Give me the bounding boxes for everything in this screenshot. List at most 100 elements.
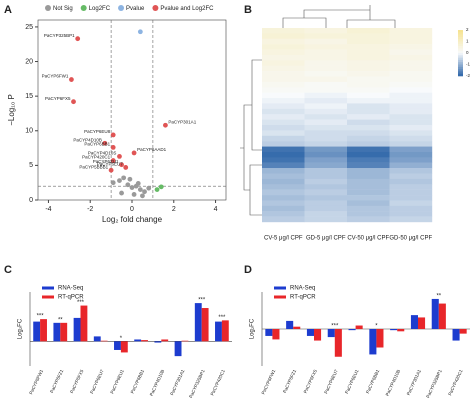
y-tick-label: 15 [25,93,33,100]
heatmap-cell [304,125,348,131]
bar [452,329,460,341]
heatmap-cell [347,92,390,99]
point [140,193,145,199]
heatmap-cell [389,211,433,217]
point [102,140,108,146]
heatmap-cell [347,98,390,104]
y-tick-label: 25 [25,24,33,31]
heatmap-cell [389,38,433,45]
heatmap-cell [347,49,390,56]
heatmap-cell [304,108,348,115]
panel-label: B [244,4,252,16]
colorbar-label: 1 [466,39,469,44]
heatmap-cell [304,200,348,207]
legend-swatch [152,5,159,11]
bar [376,329,384,348]
heatmap-cell [347,211,390,217]
heatmap-cell [389,200,433,207]
heatmap-cell [389,44,433,50]
x-tick-label: PaCYP6EU7 [323,368,339,394]
heatmap-cell [304,184,348,190]
point-label: PaCYP6EU7 [97,162,124,167]
significance: * [120,336,123,342]
heatmap-cell [389,173,433,180]
heatmap-cell [347,173,390,180]
x-tick-label: -2 [87,206,93,213]
heatmap-cell [347,205,390,212]
legend-swatch [42,286,54,290]
heatmap-cell [262,81,305,88]
heatmap-cell [262,54,305,61]
x-tick-label: PaCYP6FX5 [69,368,85,394]
heatmap-cell [389,71,433,77]
heatmap-cell [389,119,433,126]
heatmap-cell [304,211,348,217]
heatmap-cell [304,205,348,212]
heatmap-cell [304,141,348,147]
bar [293,326,301,329]
heatmap-cell [262,33,305,39]
heatmap-cell [262,130,305,136]
colorbar-step [458,62,463,65]
heatmap-cell [389,87,433,93]
heatmap-cell [262,211,305,217]
heatmap-cell [304,130,348,136]
bar [134,339,142,342]
heatmap-cell [262,200,305,207]
bar [348,329,356,331]
bar [221,320,229,342]
heatmap-cell [304,98,348,104]
point [154,187,160,193]
bar [73,317,81,342]
heatmap-cell [389,33,433,39]
heatmap-cell [389,141,433,147]
point [125,182,131,188]
colorbar-step [458,71,463,74]
x-tick-label: PaCYP6FZ1 [282,368,297,393]
x-tick-label: PaCYP6BB1 [365,368,381,394]
significance: *** [331,324,339,330]
bar [327,329,335,338]
heatmap-cell [389,81,433,88]
bar [334,329,342,357]
legend-label: Pvalue [126,6,145,12]
bar [397,329,405,332]
heatmap-cell [389,60,433,66]
colorbar-step [458,48,463,51]
heatmap-cell [262,98,305,104]
heatmap-cell [389,216,433,223]
heatmap-cell [262,151,305,158]
point [137,29,143,35]
heatmap-cell [262,168,305,174]
point [117,153,122,159]
heatmap-cell [262,141,305,147]
x-tick-label: PaCYP4D10B [385,369,402,397]
heatmap-cell [262,71,305,77]
point-label: PaCYP420C1 [82,155,111,160]
bar [265,329,273,336]
heatmap-cell [304,103,348,110]
heatmap-cell [304,60,348,66]
heatmap-cell [304,38,348,45]
colorbar-step [458,41,463,45]
heatmap-cell [347,162,390,169]
x-tick-label: -4 [45,206,51,213]
x-tick-label: PaCYP420C1 [210,368,227,396]
heatmap-cell [304,65,348,72]
bar [80,305,88,342]
point [137,187,143,193]
heatmap-cell [304,135,348,142]
heatmap-cell [389,65,433,72]
point [75,36,81,42]
point-label: PaCYP6ZU1 [93,159,119,164]
heatmap-cell [304,28,348,34]
point-label: PaCYP6FX5 [45,96,71,101]
x-tick-label: PaCYP6EU1 [109,368,125,394]
legend-label: Pvalue and Log2FC [160,6,214,12]
heatmap-cell [304,178,348,185]
heatmap-cell [389,125,433,131]
point [69,77,74,82]
y-tick-label: 0 [29,197,33,204]
column-label: GD-5 μg/l CPF [306,236,346,242]
